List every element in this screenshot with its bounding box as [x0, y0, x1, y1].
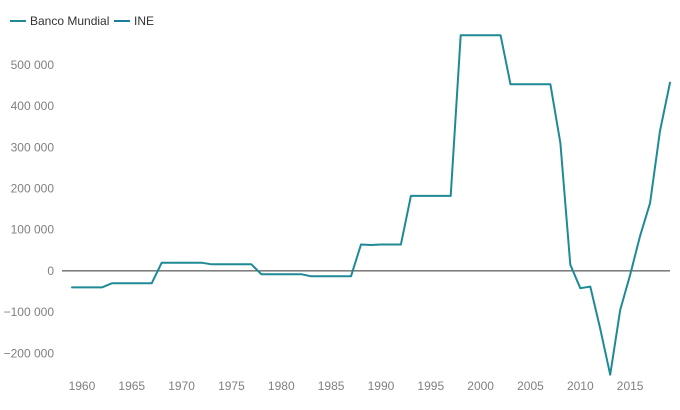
- x-tick-label: 2000: [467, 379, 494, 393]
- y-tick-label: 0: [47, 264, 54, 278]
- x-tick-label: 1985: [318, 379, 345, 393]
- y-axis: −200 000 −100 000 0 100 000 200 000 300 000 40…: [4, 58, 55, 360]
- x-tick-label: 1975: [218, 379, 245, 393]
- x-tick-label: 2015: [617, 379, 644, 393]
- legend-label-banco-mundial: Banco Mundial: [30, 14, 109, 28]
- x-tick-label: 1970: [168, 379, 195, 393]
- x-tick-label: 1995: [417, 379, 444, 393]
- y-tick-label: 500 000: [11, 58, 55, 72]
- x-tick-label: 1990: [368, 379, 395, 393]
- x-tick-label: 2010: [567, 379, 594, 393]
- y-tick-label: −100 000: [4, 305, 55, 319]
- plot-area: [62, 34, 671, 376]
- x-axis: 1960 1965 1970 1975 1980 1985 1990 1995 2000 2005…: [69, 379, 644, 393]
- x-tick-label: 1960: [69, 379, 96, 393]
- legend-label-ine: INE: [134, 14, 154, 28]
- series-line-banco-mundial: [71, 34, 671, 376]
- x-tick-label: 1965: [118, 379, 145, 393]
- y-tick-label: −200 000: [4, 346, 55, 360]
- y-tick-label: 200 000: [11, 182, 55, 196]
- y-tick-label: 300 000: [11, 140, 55, 154]
- y-tick-label: 100 000: [11, 223, 55, 237]
- x-tick-label: 1980: [268, 379, 295, 393]
- y-tick-label: 400 000: [11, 99, 55, 113]
- x-tick-label: 2005: [517, 379, 544, 393]
- legend: Banco Mundial INE: [10, 14, 154, 28]
